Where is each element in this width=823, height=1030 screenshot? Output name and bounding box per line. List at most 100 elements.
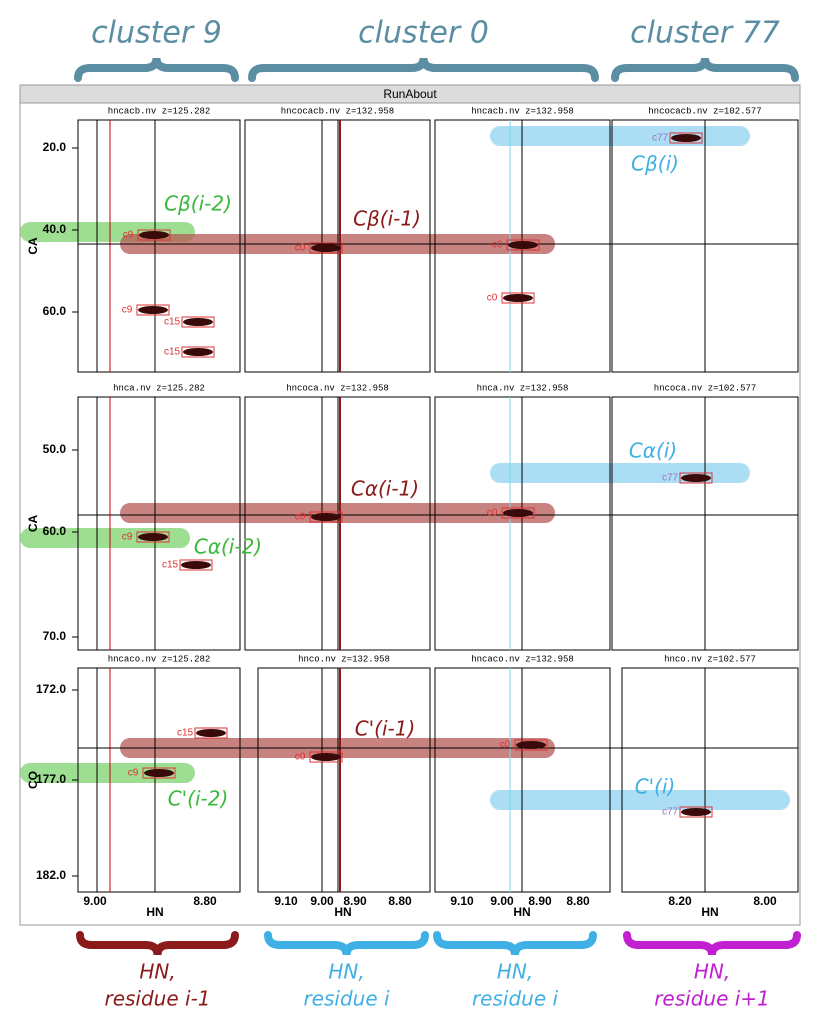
peak-box — [137, 229, 171, 241]
annotation: Cβ(i-2) — [164, 192, 232, 216]
y-tick-label: 70.0 — [43, 629, 67, 643]
x-axis-label: HN — [513, 905, 530, 919]
peak-label: c15 — [162, 560, 179, 571]
x-tick-label: 8.20 — [668, 894, 692, 908]
panel-header: hnca.nv z=132.958 — [477, 383, 569, 393]
y-axis-label: CA — [26, 515, 40, 533]
annotation: Cα(i-2) — [194, 535, 262, 559]
y-tick-label: 50.0 — [43, 442, 67, 456]
annotation: C'(i-1) — [355, 717, 416, 741]
highlight — [20, 528, 190, 548]
peak-box — [194, 727, 228, 739]
footer-label: residue i+1 — [654, 987, 770, 1011]
footer-label: HN, — [328, 960, 364, 984]
panel-header: hncacb.nv z=125.282 — [108, 106, 211, 116]
peak-box — [501, 292, 535, 304]
cluster-label: cluster 9 — [91, 16, 222, 51]
peak-box — [679, 472, 713, 484]
peak-box — [181, 316, 215, 328]
peak-box — [669, 132, 703, 144]
y-tick-label: 172.0 — [36, 682, 66, 696]
panel-header: hnco.nv z=102.577 — [664, 654, 756, 664]
peak — [144, 769, 174, 777]
panel-header: hnco.nv z=132.958 — [298, 654, 390, 664]
annotation: Cβ(i) — [631, 152, 679, 176]
footer-label: residue i-1 — [104, 987, 210, 1011]
footer-label: HN, — [139, 960, 175, 984]
peak-label: c0 — [500, 740, 511, 751]
peak-label: c0 — [487, 508, 498, 519]
peak-label: c15 — [177, 728, 194, 739]
x-tick-label: 8.80 — [566, 894, 590, 908]
panel — [77, 396, 241, 651]
peak-box — [309, 751, 343, 763]
peak-label: c0 — [295, 243, 306, 254]
peak — [503, 509, 533, 517]
peak — [183, 348, 213, 356]
x-tick-label: 9.10 — [274, 894, 298, 908]
brace — [76, 931, 239, 956]
annotation: C'(i-2) — [168, 787, 229, 811]
peak-box — [501, 507, 535, 519]
peak — [311, 244, 341, 252]
brace — [611, 57, 799, 82]
highlight — [490, 126, 750, 146]
peak — [139, 231, 169, 239]
x-axis-label: HN — [334, 905, 351, 919]
annotation: Cβ(i-1) — [353, 207, 421, 231]
peak-box — [136, 304, 170, 316]
peak — [311, 513, 341, 521]
panel — [257, 667, 431, 893]
panel-header: hncocacb.nv z=102.577 — [648, 106, 761, 116]
brace — [248, 57, 599, 82]
panel-header: hncoca.nv z=102.577 — [654, 383, 757, 393]
peak-label: c77 — [662, 807, 679, 818]
x-tick-label: 9.00 — [310, 894, 334, 908]
peak — [681, 808, 711, 816]
peak-box — [506, 239, 540, 251]
y-axis-label: CA — [26, 237, 40, 255]
y-axis-label: CO — [26, 771, 40, 789]
peak-box — [179, 559, 213, 571]
peak-box — [136, 531, 170, 543]
peak — [138, 306, 168, 314]
panel-header: hncaco.nv z=125.282 — [108, 654, 211, 664]
panel — [77, 119, 241, 373]
peak-label: c0 — [492, 240, 503, 251]
x-tick-label: 8.90 — [343, 894, 367, 908]
panel-header: hncacb.nv z=132.958 — [471, 106, 574, 116]
x-tick-label: 8.80 — [193, 894, 217, 908]
peak-label: c0 — [295, 752, 306, 763]
peak-box — [679, 806, 713, 818]
peak-label: c9 — [123, 230, 134, 241]
cluster-label: cluster 0 — [358, 16, 489, 51]
x-axis-label: HN — [146, 905, 163, 919]
footer-label: HN, — [694, 960, 730, 984]
highlight — [490, 790, 790, 810]
annotation: Cα(i-1) — [351, 477, 419, 501]
peak-label: c77 — [662, 473, 679, 484]
panel — [621, 667, 799, 893]
y-tick-label: 182.0 — [36, 868, 66, 882]
peak — [671, 134, 701, 142]
x-tick-label: 9.00 — [490, 894, 514, 908]
peak-label: c9 — [122, 532, 133, 543]
panel-header: hnca.nv z=125.282 — [113, 383, 205, 393]
peak-label: c15 — [164, 317, 181, 328]
title-bar — [19, 84, 801, 104]
peak-label: c0 — [487, 293, 498, 304]
footer-label: residue i — [472, 987, 559, 1011]
x-tick-label: 9.10 — [450, 894, 474, 908]
peak — [196, 729, 226, 737]
peak-box — [514, 739, 548, 751]
brace — [74, 57, 239, 82]
x-tick-label: 8.80 — [388, 894, 412, 908]
y-tick-label: 60.0 — [43, 304, 67, 318]
y-tick-label: 60.0 — [43, 524, 67, 538]
window-title: RunAbout — [383, 87, 437, 101]
panel-header: hncaco.nv z=132.958 — [471, 654, 574, 664]
cluster-label: cluster 77 — [630, 16, 780, 51]
peak-box — [309, 242, 343, 254]
panel-header: hncocacb.nv z=132.958 — [281, 106, 394, 116]
peak — [516, 741, 546, 749]
